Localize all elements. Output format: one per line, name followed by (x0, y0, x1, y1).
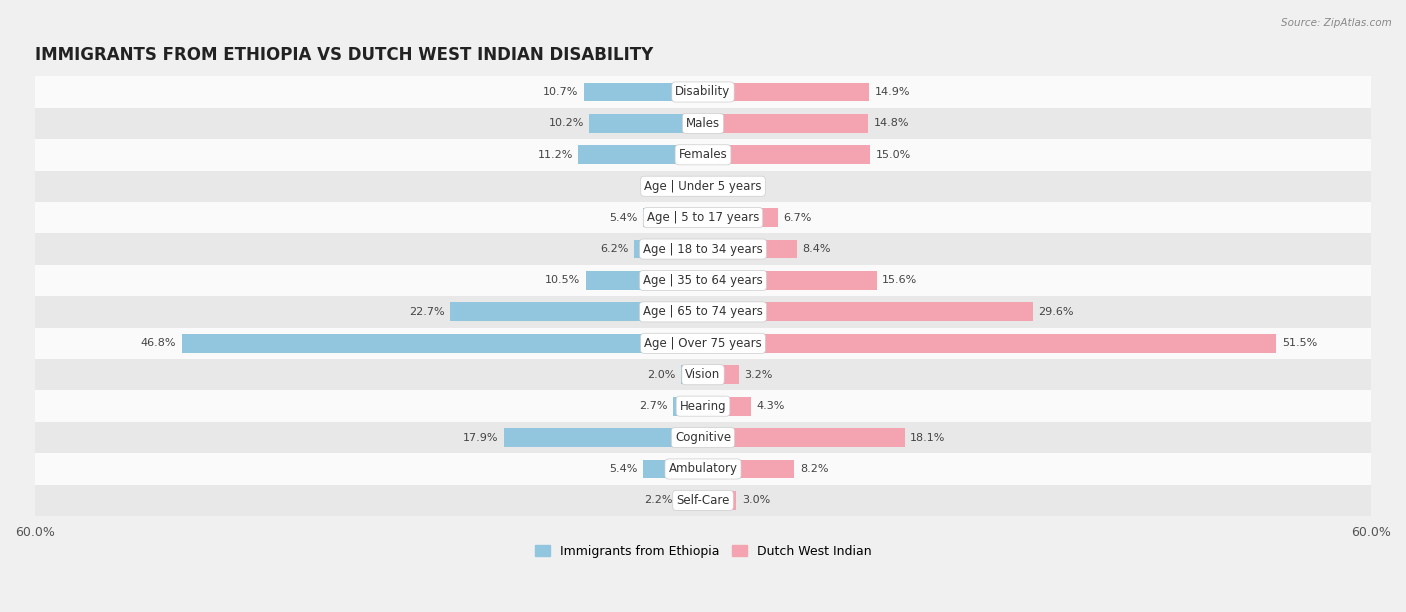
Text: Age | 65 to 74 years: Age | 65 to 74 years (643, 305, 763, 318)
Text: 5.4%: 5.4% (609, 464, 637, 474)
Text: Females: Females (679, 148, 727, 162)
Bar (703, 83, 869, 102)
Bar (703, 114, 868, 133)
Bar (703, 491, 737, 510)
Bar (35, 453, 1371, 485)
Text: 46.8%: 46.8% (141, 338, 176, 348)
Text: 11.2%: 11.2% (537, 150, 572, 160)
Bar (35, 327, 1371, 359)
Text: Disability: Disability (675, 86, 731, 99)
Text: 51.5%: 51.5% (1282, 338, 1317, 348)
Bar (634, 240, 703, 258)
Text: 15.6%: 15.6% (882, 275, 918, 285)
Text: Self-Care: Self-Care (676, 494, 730, 507)
Text: IMMIGRANTS FROM ETHIOPIA VS DUTCH WEST INDIAN DISABILITY: IMMIGRANTS FROM ETHIOPIA VS DUTCH WEST I… (35, 46, 654, 64)
Bar (589, 114, 703, 133)
Text: 2.7%: 2.7% (638, 401, 668, 411)
Bar (703, 208, 778, 227)
Bar (681, 365, 703, 384)
Bar (703, 428, 904, 447)
Text: 18.1%: 18.1% (910, 433, 945, 442)
Bar (703, 334, 1277, 353)
Bar (35, 139, 1371, 171)
Text: 2.0%: 2.0% (647, 370, 675, 379)
Bar (703, 460, 794, 479)
Text: Age | 5 to 17 years: Age | 5 to 17 years (647, 211, 759, 224)
Text: 1.1%: 1.1% (657, 181, 685, 191)
Bar (679, 491, 703, 510)
Bar (703, 271, 877, 290)
Text: Age | 18 to 34 years: Age | 18 to 34 years (643, 242, 763, 256)
Bar (703, 302, 1032, 321)
Bar (35, 359, 1371, 390)
Text: Vision: Vision (685, 368, 721, 381)
Bar (643, 208, 703, 227)
Text: 1.9%: 1.9% (730, 181, 758, 191)
Text: 6.7%: 6.7% (783, 212, 811, 223)
Bar (703, 365, 738, 384)
Text: Age | Under 5 years: Age | Under 5 years (644, 180, 762, 193)
Text: Ambulatory: Ambulatory (668, 463, 738, 476)
Text: 3.2%: 3.2% (744, 370, 772, 379)
Text: 14.9%: 14.9% (875, 87, 910, 97)
Text: 3.0%: 3.0% (742, 495, 770, 506)
Text: 8.2%: 8.2% (800, 464, 828, 474)
Bar (703, 240, 797, 258)
Text: 15.0%: 15.0% (876, 150, 911, 160)
Text: 14.8%: 14.8% (873, 118, 908, 129)
Text: 17.9%: 17.9% (463, 433, 498, 442)
Bar (35, 422, 1371, 453)
Text: 29.6%: 29.6% (1038, 307, 1074, 317)
Bar (450, 302, 703, 321)
Bar (703, 146, 870, 164)
Bar (35, 108, 1371, 139)
Bar (583, 83, 703, 102)
Text: Age | 35 to 64 years: Age | 35 to 64 years (643, 274, 763, 287)
Bar (503, 428, 703, 447)
Text: Age | Over 75 years: Age | Over 75 years (644, 337, 762, 350)
Text: 10.7%: 10.7% (543, 87, 578, 97)
Text: 6.2%: 6.2% (600, 244, 628, 254)
Text: 5.4%: 5.4% (609, 212, 637, 223)
Bar (35, 265, 1371, 296)
Bar (586, 271, 703, 290)
Bar (35, 171, 1371, 202)
Bar (35, 485, 1371, 516)
Bar (703, 177, 724, 196)
Text: 4.3%: 4.3% (756, 401, 785, 411)
Text: 8.4%: 8.4% (801, 244, 831, 254)
Bar (690, 177, 703, 196)
Bar (35, 296, 1371, 327)
Bar (35, 202, 1371, 233)
Text: 2.2%: 2.2% (644, 495, 673, 506)
Bar (35, 233, 1371, 265)
Text: 10.5%: 10.5% (546, 275, 581, 285)
Text: Cognitive: Cognitive (675, 431, 731, 444)
Bar (578, 146, 703, 164)
Bar (673, 397, 703, 416)
Legend: Immigrants from Ethiopia, Dutch West Indian: Immigrants from Ethiopia, Dutch West Ind… (530, 540, 876, 562)
Bar (35, 76, 1371, 108)
Text: Males: Males (686, 117, 720, 130)
Bar (181, 334, 703, 353)
Bar (703, 397, 751, 416)
Bar (35, 390, 1371, 422)
Bar (643, 460, 703, 479)
Text: Source: ZipAtlas.com: Source: ZipAtlas.com (1281, 18, 1392, 28)
Text: 22.7%: 22.7% (409, 307, 444, 317)
Text: Hearing: Hearing (679, 400, 727, 412)
Text: 10.2%: 10.2% (548, 118, 583, 129)
